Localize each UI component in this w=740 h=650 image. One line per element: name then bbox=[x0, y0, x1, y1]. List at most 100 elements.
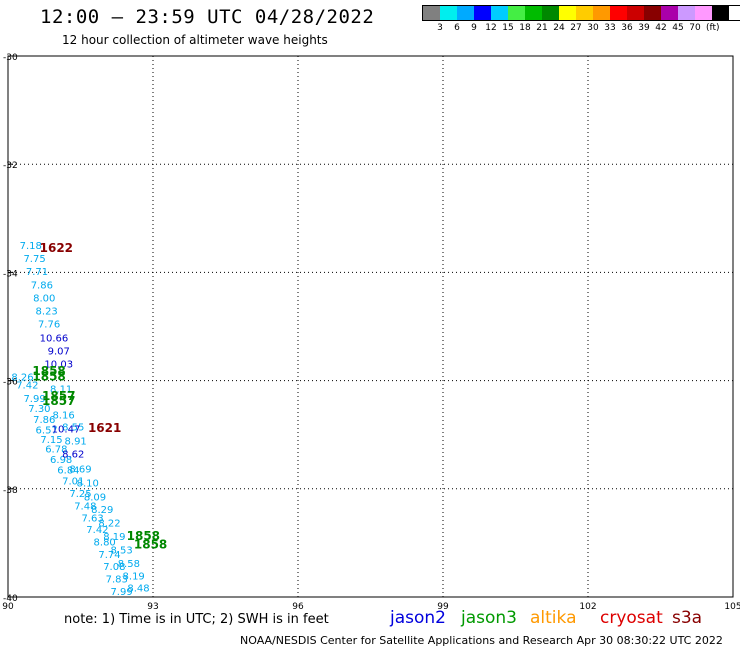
legend-swatch bbox=[440, 6, 457, 20]
legend-label: 30 bbox=[587, 23, 599, 33]
wave-height-label: 6.84 bbox=[57, 466, 79, 477]
lon-tick-label: 90 bbox=[2, 602, 14, 612]
legend-label: 70 bbox=[689, 23, 701, 33]
footer-note: note: 1) Time is in UTC; 2) SWH is in fe… bbox=[64, 612, 329, 627]
legend-label: 9 bbox=[471, 23, 477, 33]
lon-tick-label: 96 bbox=[292, 602, 304, 612]
wave-height-label: 8.19 bbox=[103, 532, 125, 543]
wave-height-label: 7.75 bbox=[23, 254, 45, 265]
wave-height-label: 7.99 bbox=[23, 394, 45, 405]
map-frame bbox=[7, 55, 734, 598]
wave-height-label: 8.09 bbox=[84, 493, 106, 504]
page-subtitle: 12 hour collection of altimeter wave hei… bbox=[62, 33, 328, 47]
legend-unit: (ft) bbox=[706, 23, 720, 33]
wave-height-label: 7.83 bbox=[106, 574, 128, 585]
wave-height-label: 7.63 bbox=[81, 513, 103, 524]
wave-height-label: 7.01 bbox=[62, 476, 84, 487]
legend-swatch bbox=[712, 6, 729, 20]
legend-label: 24 bbox=[553, 23, 565, 33]
wave-height-label: 9.07 bbox=[48, 347, 70, 358]
wave-height-label: 8.58 bbox=[118, 559, 140, 570]
page-title: 12:00 – 23:59 UTC 04/28/2022 bbox=[40, 6, 375, 28]
legend-swatch bbox=[491, 6, 508, 20]
legend-swatch bbox=[474, 6, 491, 20]
wave-height-label: 7.30 bbox=[28, 404, 50, 415]
wave-height-label: 7.86 bbox=[33, 415, 55, 426]
legend-label: 45 bbox=[672, 23, 684, 33]
wave-height-label: 7.74 bbox=[98, 550, 120, 561]
wave-height-label: 8.22 bbox=[98, 519, 120, 530]
wave-height-label: 6.78 bbox=[45, 445, 67, 456]
legend-label: 21 bbox=[536, 23, 548, 33]
legend-label: 27 bbox=[570, 23, 582, 33]
legend-swatch bbox=[610, 6, 627, 20]
pass-time-label: 1857 bbox=[42, 389, 75, 403]
lat-tick-label: -30 bbox=[3, 53, 18, 63]
pass-time-label: 1858 bbox=[32, 364, 65, 378]
wave-height-label: 7.42 bbox=[86, 525, 108, 536]
legend-label: 6 bbox=[454, 23, 460, 33]
legend-label: 33 bbox=[604, 23, 616, 33]
legend-swatch bbox=[593, 6, 610, 20]
legend-swatch bbox=[559, 6, 576, 20]
lat-tick-label: -34 bbox=[3, 269, 18, 279]
legend-swatch bbox=[423, 6, 440, 20]
credit-line: NOAA/NESDIS Center for Satellite Applica… bbox=[240, 634, 723, 647]
wave-height-label: 8.19 bbox=[123, 572, 145, 583]
wave-height-label: 8.26 bbox=[11, 373, 33, 384]
lat-tick-label: -38 bbox=[3, 486, 18, 496]
legend-label: 36 bbox=[621, 23, 633, 33]
pass-time-label: 1858 bbox=[32, 370, 65, 384]
legend-swatch bbox=[661, 6, 678, 20]
lat-tick-label: -36 bbox=[3, 378, 18, 388]
wave-height-label: 10.66 bbox=[40, 334, 69, 345]
wave-height-label: 7.71 bbox=[26, 267, 48, 278]
lat-tick-label: -40 bbox=[3, 594, 18, 604]
satellite-label-cryosat: cryosat bbox=[600, 608, 663, 628]
wave-height-label: 7.42 bbox=[16, 381, 38, 392]
wave-height-label: 10.47 bbox=[52, 425, 81, 436]
wave-height-label: 8.55 bbox=[62, 422, 84, 433]
wave-height-label: 8.53 bbox=[110, 546, 132, 557]
wave-height-label: 7.25 bbox=[69, 489, 91, 500]
wave-height-label: 10.03 bbox=[44, 360, 73, 371]
legend-swatch bbox=[678, 6, 695, 20]
wave-height-label: 8.69 bbox=[69, 465, 91, 476]
pass-time-label: 1858 bbox=[127, 529, 160, 543]
wave-height-label: 8.48 bbox=[127, 584, 149, 595]
color-legend: 3 6 9 12 15 18 21 24 27 30 33 36 39 42 45 70 (ft) bbox=[422, 5, 740, 33]
lon-tick-label: 105 bbox=[724, 602, 740, 612]
wave-height-label: 8.91 bbox=[65, 436, 87, 447]
wave-height-label: 7.86 bbox=[31, 281, 53, 292]
wave-height-label: 7.99 bbox=[110, 587, 132, 598]
pass-time-label: 1622 bbox=[40, 241, 73, 255]
legend-swatch bbox=[508, 6, 525, 20]
legend-swatch bbox=[627, 6, 644, 20]
wave-height-label: 8.62 bbox=[62, 449, 84, 460]
legend-swatch-bar bbox=[422, 5, 740, 21]
legend-swatch bbox=[525, 6, 542, 20]
wave-height-label: 6.98 bbox=[50, 455, 72, 466]
legend-label: 18 bbox=[519, 23, 531, 33]
legend-label: 3 bbox=[437, 23, 443, 33]
legend-swatch bbox=[576, 6, 593, 20]
wave-height-label: 8.23 bbox=[36, 307, 58, 318]
legend-swatch bbox=[695, 6, 712, 20]
wave-height-label: 6.57 bbox=[36, 426, 58, 437]
lon-tick-label: 99 bbox=[437, 602, 449, 612]
satellite-label-jason3: jason3 bbox=[461, 608, 517, 628]
legend-label-row: 3 6 9 12 15 18 21 24 27 30 33 36 39 42 45 70 (ft) bbox=[422, 21, 740, 33]
legend-label: 12 bbox=[485, 23, 497, 33]
legend-label: 42 bbox=[655, 23, 667, 33]
pass-time-label: 1857 bbox=[42, 394, 75, 408]
wave-height-label: 8.16 bbox=[52, 410, 74, 421]
satellite-label-jason2: jason2 bbox=[390, 608, 446, 628]
pass-time-label: 1621 bbox=[88, 421, 121, 435]
legend-label: 39 bbox=[638, 23, 650, 33]
wave-height-label: 8.00 bbox=[33, 294, 55, 305]
legend-label: 15 bbox=[502, 23, 514, 33]
satellite-label-altika: altika bbox=[530, 608, 577, 628]
wave-height-label: 8.10 bbox=[77, 479, 99, 490]
lon-tick-label: 93 bbox=[147, 602, 158, 612]
